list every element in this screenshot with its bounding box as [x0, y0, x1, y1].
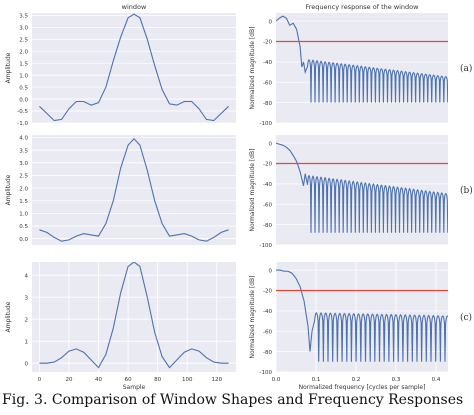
chart0-ytick-label: -1.0	[17, 121, 28, 127]
chart4-ytick-label: 4	[25, 273, 29, 279]
chart1-panel-label: (a)	[460, 63, 472, 74]
chart0-ytick-label: 2.5	[19, 38, 28, 44]
chart2-plot-area	[32, 135, 236, 245]
chart2-ytick-label: 0.5	[19, 224, 28, 230]
chart5-xtick-label: 0.4	[432, 377, 441, 383]
chart0-ytick-label: 0.0	[19, 97, 28, 103]
chart5-xtick-label: 0.2	[352, 377, 361, 383]
chart4-xtick-label: 100	[182, 377, 193, 383]
chart4-xtick-label: 80	[154, 377, 161, 383]
chart3-plot-area	[276, 135, 448, 245]
chart4-ytick-label: 0	[25, 361, 29, 367]
chart3-ytick-label: -60	[263, 202, 272, 208]
chart2-ytick-label: 1.0	[19, 212, 28, 218]
chart0-ytick-label: 1.5	[19, 61, 28, 67]
figure-caption: Fig. 3. Comparison of Window Shapes and …	[2, 392, 464, 408]
chart2-ytick-label: 4.0	[19, 136, 28, 142]
chart5-ytick-label: -60	[263, 329, 272, 335]
chart1-ytick-label: -20	[263, 40, 272, 46]
chart0-plot-area	[32, 13, 236, 123]
chart1-ytick-label: -100	[260, 121, 273, 127]
chart5-ytick-label: 0	[269, 268, 273, 274]
chart1-ytick-label: 0	[269, 19, 273, 25]
chart0-ytick-label: 0.5	[19, 85, 28, 91]
chart4-plot-area	[32, 262, 236, 372]
chart3-ytick-label: -80	[263, 223, 272, 229]
chart3-ylabel: Normalized magnitude [dB]	[249, 149, 256, 232]
chart2-ytick-label: 2.0	[19, 186, 28, 192]
chart4-ytick-label: 3	[25, 295, 29, 301]
chart4-xtick-label: 60	[125, 377, 132, 383]
chart0-ytick-label: 2.0	[19, 49, 28, 55]
chart5-ytick-label: -20	[263, 289, 272, 295]
chart3-ytick-label: -100	[260, 243, 273, 249]
chart5-series-line	[276, 269, 448, 362]
chart5-ytick-label: -100	[260, 370, 273, 376]
chart2-ytick-label: 1.5	[19, 199, 28, 205]
chart0-ytick-label: 3.5	[19, 14, 28, 20]
chart5-xlabel: Normalized frequency [cycles per sample]	[299, 384, 426, 391]
chart0-ytick-label: 1.0	[19, 73, 28, 79]
chart2-ytick-label: 0.0	[19, 237, 28, 243]
chart5-panel-label: (c)	[460, 312, 472, 323]
chart5-xtick-label: 0.0	[272, 377, 281, 383]
chart3-ytick-label: -20	[263, 162, 272, 168]
chart4-xtick-label: 0	[38, 377, 42, 383]
chart5-ylabel: Normalized magnitude [dB]	[249, 276, 256, 359]
chart5-xtick-label: 0.3	[392, 377, 401, 383]
chart3-ytick-label: 0	[269, 141, 273, 147]
chart4-xtick-label: 120	[212, 377, 223, 383]
chart0-series-line	[39, 13, 229, 122]
chart2-ylabel: Amplitude	[5, 174, 12, 205]
chart0-ylabel: Amplitude	[5, 52, 12, 83]
chart4-ytick-label: 1	[25, 339, 29, 345]
chart4-xtick-label: 40	[95, 377, 102, 383]
chart5-ytick-label: -80	[263, 350, 272, 356]
chart1-ytick-label: -80	[263, 101, 272, 107]
chart4-xtick-label: 20	[65, 377, 72, 383]
chart4-ylabel: Amplitude	[5, 301, 12, 332]
chart0-ytick-label: -0.5	[17, 109, 28, 115]
chart2-series-line	[39, 137, 229, 242]
chart5-xtick-label: 0.1	[312, 377, 321, 383]
chart1-ylabel: Normalized magnitude [dB]	[249, 27, 256, 110]
chart4-ytick-label: 2	[25, 317, 29, 323]
chart4-xlabel: Sample	[123, 384, 146, 391]
chart2-ytick-label: 3.5	[19, 148, 28, 154]
chart3-panel-label: (b)	[460, 185, 473, 196]
chart3-series-line	[276, 142, 448, 233]
chart1-title: Frequency response of the window	[306, 3, 420, 11]
chart3-ytick-label: -40	[263, 182, 272, 188]
chart0-title: window	[122, 3, 147, 11]
chart4-series-line	[39, 262, 229, 369]
chart0-ytick-label: 3.0	[19, 26, 28, 32]
chart5-ytick-label: -40	[263, 309, 272, 315]
chart2-ytick-label: 2.5	[19, 174, 28, 180]
chart2-ytick-label: 3.0	[19, 161, 28, 167]
chart1-ytick-label: -60	[263, 80, 272, 86]
chart1-series-line	[276, 15, 448, 103]
chart1-ytick-label: -40	[263, 60, 272, 66]
